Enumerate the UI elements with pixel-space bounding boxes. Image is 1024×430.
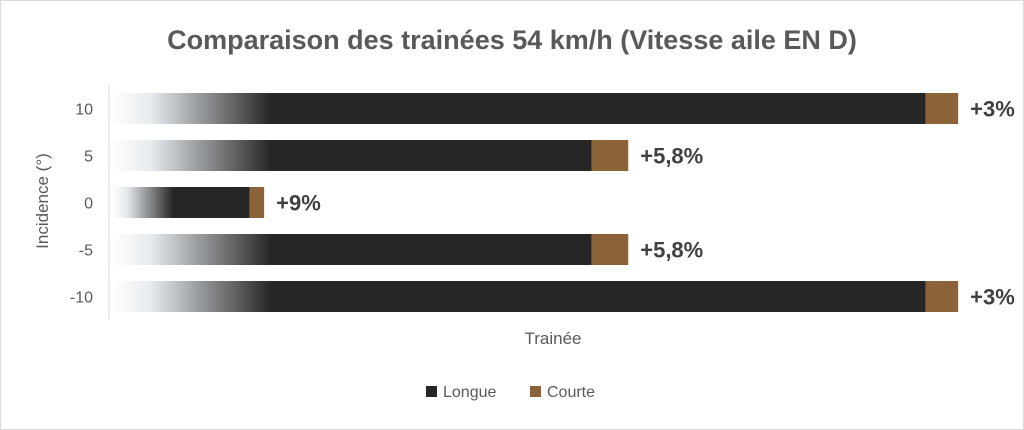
data-label: +5,8% <box>640 238 703 263</box>
bar-longue <box>111 187 250 218</box>
x-axis-title: Trainée <box>524 329 581 348</box>
bar-longue <box>111 281 926 312</box>
y-tick-label: -5 <box>79 243 93 260</box>
data-label: +3% <box>970 97 1015 122</box>
bar-courte <box>925 281 959 312</box>
legend-label-longue: Longue <box>443 384 496 401</box>
y-tick-label: 0 <box>84 196 93 213</box>
legend-label-courte: Courte <box>547 384 595 401</box>
chart-title: Comparaison des trainées 54 km/h (Vitess… <box>167 25 857 55</box>
data-label: +9% <box>276 191 321 216</box>
bar-longue <box>111 140 592 171</box>
data-label: +3% <box>970 285 1015 310</box>
legend-swatch-longue <box>426 386 437 397</box>
data-labels: +3% +5,8% +9% +5,8% +3% <box>276 97 1015 310</box>
data-label: +5,8% <box>640 144 703 169</box>
bar-longue <box>111 234 592 265</box>
y-tick-label: 5 <box>84 149 93 166</box>
y-tick-label: 10 <box>75 102 93 119</box>
bar-courte <box>249 187 265 218</box>
bar-longue <box>111 93 926 124</box>
legend: Longue Courte <box>426 384 595 401</box>
bar-courte <box>591 140 629 171</box>
bar-courte <box>925 93 959 124</box>
legend-swatch-courte <box>530 386 541 397</box>
y-tick-labels: 10 5 0 -5 -10 <box>70 102 93 307</box>
y-tick-label: -10 <box>70 290 93 307</box>
bar-courte <box>591 234 629 265</box>
y-axis-title: Incidence (°) <box>33 153 52 249</box>
bars-group <box>111 93 959 312</box>
